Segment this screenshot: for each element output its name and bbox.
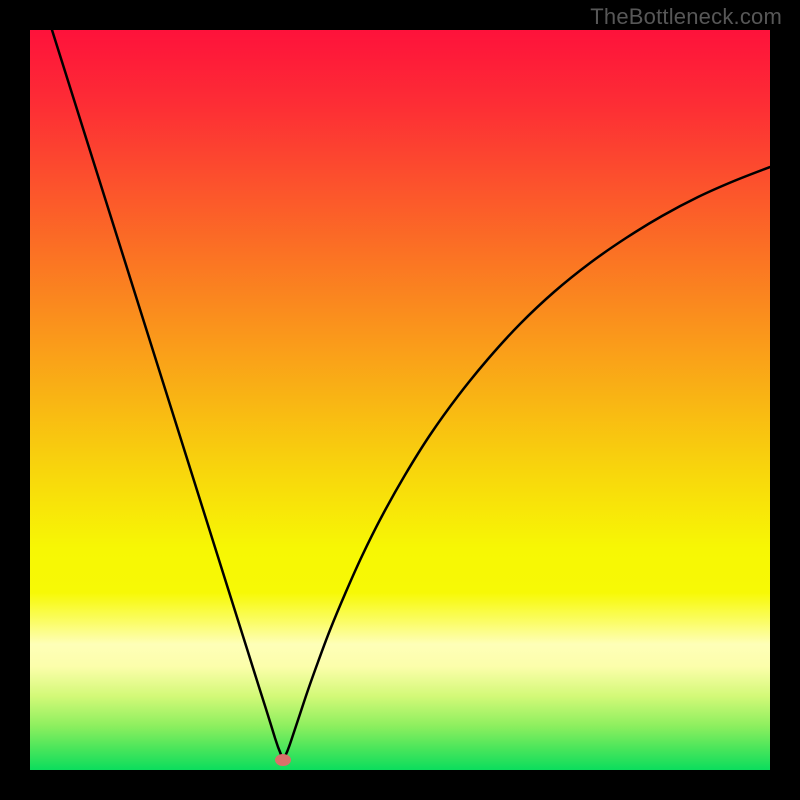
chart-frame: TheBottleneck.com (0, 0, 800, 800)
watermark-text: TheBottleneck.com (590, 4, 782, 30)
plot-area (30, 30, 770, 770)
curve-layer (30, 30, 770, 770)
minimum-marker (275, 754, 291, 766)
bottleneck-curve (52, 30, 770, 759)
